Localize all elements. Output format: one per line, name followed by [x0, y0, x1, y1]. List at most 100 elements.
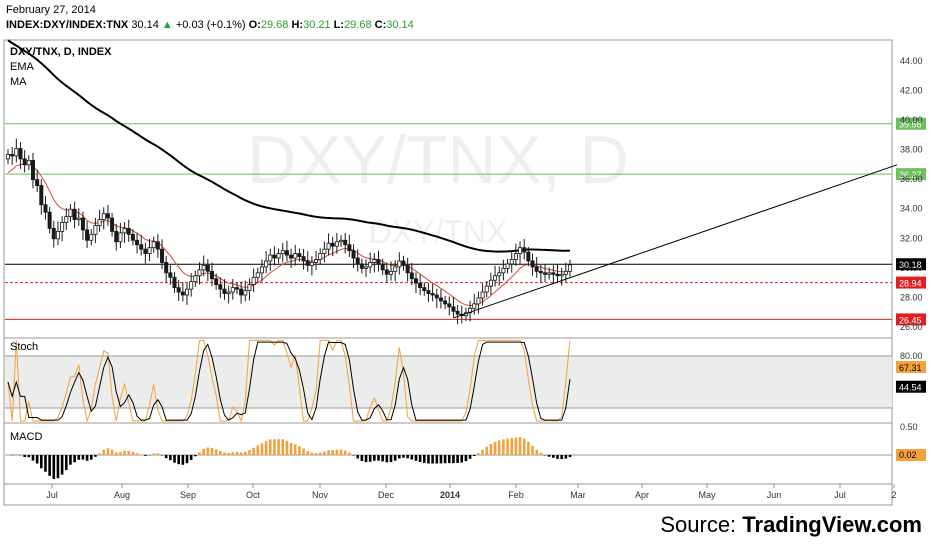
macd-bar	[556, 455, 559, 459]
macd-bar	[360, 455, 364, 461]
x-tick-label: Apr	[635, 490, 649, 500]
macd-bar	[414, 455, 418, 461]
macd-bar	[331, 450, 335, 455]
price-candle-body	[180, 291, 185, 296]
macd-bar	[123, 450, 126, 455]
price-candle-body	[26, 159, 31, 166]
price-candle-body	[239, 288, 244, 296]
x-tick-label: 2	[891, 490, 896, 500]
price-candle-body	[501, 267, 506, 274]
x-tick-label: Mar	[570, 490, 586, 500]
macd-bar	[248, 450, 251, 455]
macd-bar	[552, 455, 555, 458]
price-candle-body	[122, 228, 127, 234]
price-candle-body	[314, 259, 319, 263]
price-candle-body	[64, 216, 69, 223]
macd-bar	[69, 455, 72, 465]
macd-bar	[335, 449, 339, 455]
macd-bar	[40, 455, 43, 469]
price-candle-body	[497, 272, 502, 277]
macd-bar	[219, 450, 222, 455]
price-candle-body	[155, 241, 160, 250]
price-candle-body	[172, 276, 177, 289]
price-candle-body	[543, 272, 548, 275]
price-candle-body	[151, 241, 156, 249]
macd-bar	[472, 455, 476, 457]
price-candle-body	[243, 290, 248, 296]
macd-bar	[373, 455, 376, 461]
level-tag-label: 30.18	[899, 260, 922, 270]
ma-legend: MA	[10, 76, 27, 88]
price-candle-body	[39, 185, 44, 206]
macd-bar	[489, 443, 493, 455]
price-candle-body	[568, 264, 573, 272]
high-label: H:	[291, 19, 304, 31]
macd-bar	[356, 455, 359, 459]
macd-bar	[102, 449, 106, 455]
price-candle-body	[309, 262, 314, 266]
price-candle-body	[72, 208, 77, 220]
ema-line	[7, 163, 571, 307]
macd-bar	[223, 452, 226, 455]
macd-bar	[289, 443, 293, 455]
price-candle-body	[209, 270, 214, 280]
source-credit: Source: TradingView.com	[660, 512, 922, 538]
macd-bar	[431, 455, 434, 464]
y-tick-label: 30.00	[900, 263, 923, 273]
price-candle-body	[205, 265, 210, 272]
x-tick-label: Dec	[378, 490, 395, 500]
macd-bar	[56, 455, 60, 479]
macd-bar	[527, 441, 530, 455]
price-candle-body	[434, 294, 439, 299]
macd-bar	[210, 447, 214, 455]
price-candle-body	[522, 247, 527, 253]
price-candle-body	[14, 148, 19, 157]
price-candle-body	[339, 239, 344, 243]
level-tag	[896, 258, 926, 271]
macd-bar	[98, 453, 101, 455]
price-candle-body	[126, 228, 131, 235]
high-value: 30.21	[303, 19, 331, 31]
macd-bar	[189, 455, 193, 461]
macd-bar	[185, 455, 189, 464]
macd-bar	[298, 446, 301, 455]
price-candle-body	[372, 259, 377, 263]
macd-bar	[202, 448, 205, 455]
price-candle-body	[438, 297, 443, 302]
price-candle-body	[189, 281, 194, 290]
stoch-d-line	[7, 341, 571, 421]
macd-bar	[547, 455, 551, 457]
trendline	[453, 164, 898, 319]
price-candle-body	[193, 275, 198, 283]
price-candle-body	[218, 284, 223, 290]
macd-bar	[447, 455, 451, 464]
macd-bar	[194, 455, 197, 457]
chart-frame	[3, 39, 893, 506]
macd-bar	[135, 453, 139, 455]
price-candle-body	[418, 282, 423, 289]
price-candle-body	[347, 244, 352, 252]
macd-bar	[314, 453, 318, 455]
price-candle-body	[60, 222, 65, 232]
price-candle-body	[322, 248, 327, 254]
macd-bar	[318, 452, 322, 455]
price-candle-body	[555, 273, 560, 277]
price-candle-body	[355, 257, 360, 265]
macd-bar	[435, 455, 439, 464]
price-candle-body	[547, 272, 552, 275]
price-candle-body	[284, 250, 289, 256]
y-tick-label: 44.00	[900, 56, 923, 66]
macd-bar	[235, 451, 239, 455]
x-tick-label: Nov	[312, 490, 329, 500]
price-candle-body	[135, 239, 140, 246]
macd-bar	[277, 439, 280, 455]
chart-title: DXY/TNX, D, INDEX	[10, 46, 112, 58]
price-candle-body	[305, 260, 310, 266]
price-candle-body	[168, 272, 173, 278]
macd-bar	[452, 455, 455, 464]
macd-bar	[164, 455, 168, 459]
macd-bar	[264, 441, 268, 455]
price-candle-body	[530, 260, 535, 268]
up-arrow-icon: ▲	[161, 19, 173, 31]
